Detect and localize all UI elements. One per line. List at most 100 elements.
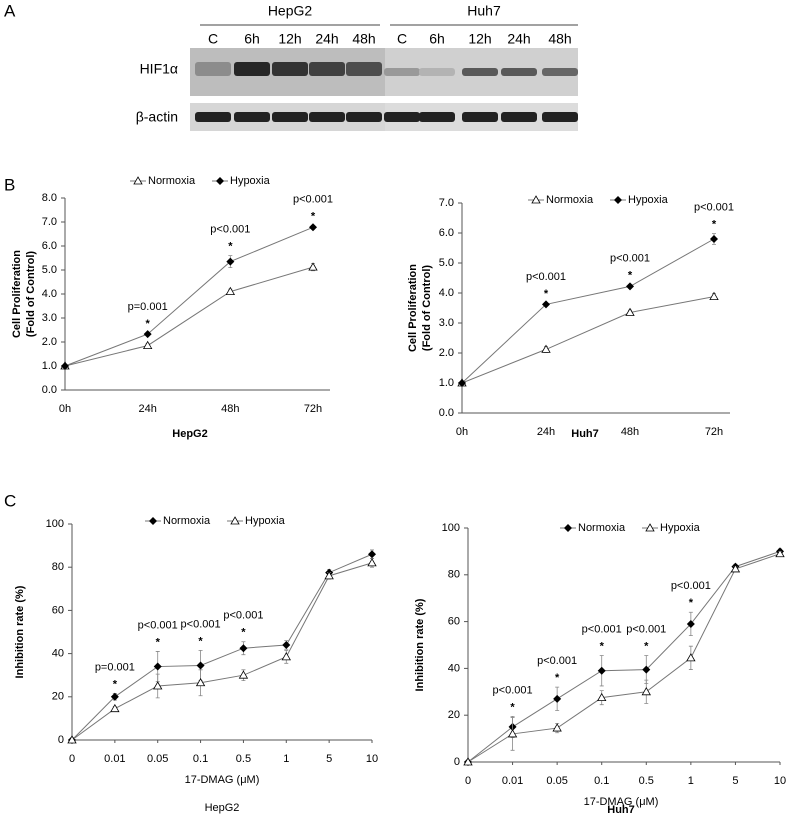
data-point — [110, 692, 119, 701]
legend-label: Normoxia — [546, 194, 594, 206]
x-axis-title: Huh7 — [571, 428, 599, 440]
x-tick-label: 24h — [138, 403, 156, 415]
legend-label: Hypoxia — [660, 522, 701, 534]
y-tick-label: 2.0 — [42, 336, 57, 348]
data-point — [324, 571, 334, 580]
p-value: p<0.001 — [210, 224, 250, 236]
y-tick-label: 3.0 — [439, 317, 454, 329]
actin-band — [272, 112, 308, 122]
data-point — [282, 640, 291, 649]
data-point — [143, 330, 152, 339]
significance-star: * — [644, 640, 649, 652]
data-point — [239, 644, 248, 653]
x-tick-label: 0.01 — [502, 775, 523, 787]
y-tick-label: 0.0 — [439, 407, 454, 419]
row-label: HIF1α — [140, 61, 178, 77]
y-tick-label: 20 — [52, 691, 64, 703]
data-point — [110, 703, 120, 713]
p-value: p=0.001 — [128, 301, 168, 313]
hif-band — [462, 68, 498, 76]
lane-label: 48h — [548, 31, 571, 47]
data-point — [238, 670, 249, 679]
data-point — [552, 723, 562, 732]
actin-band — [542, 112, 578, 122]
legend-label: Normoxia — [163, 515, 211, 527]
p-value: p<0.001 — [493, 684, 533, 696]
y-axis-title-line: (Fold of Control) — [25, 251, 37, 337]
panel-label: A — [4, 1, 16, 20]
x-tick-label: 0.05 — [147, 753, 168, 765]
legend-marker — [216, 177, 224, 185]
data-point — [196, 661, 205, 670]
y-tick-label: 0 — [454, 756, 460, 768]
x-tick-label: 5 — [326, 753, 332, 765]
x-axis-title: 17-DMAG (μM) — [584, 796, 659, 808]
legend-label: Hypoxia — [628, 194, 669, 206]
legend-marker — [133, 176, 143, 185]
y-tick-label: 100 — [442, 522, 460, 534]
legend-marker — [531, 195, 541, 204]
caption: HepG2 — [205, 802, 240, 814]
x-tick-label: 0.1 — [193, 753, 208, 765]
x-tick-label: 0.5 — [639, 775, 654, 787]
x-tick-label: 0 — [69, 753, 75, 765]
x-axis-title: 17-DMAG (μM) — [185, 774, 260, 786]
hif-band — [195, 62, 231, 76]
x-tick-label: 0.1 — [594, 775, 609, 787]
data-point — [195, 677, 206, 687]
y-tick-label: 3.0 — [42, 312, 57, 324]
hif-band — [542, 68, 578, 76]
legend-marker — [614, 196, 622, 204]
legend-label: Hypoxia — [230, 175, 271, 187]
data-point — [597, 692, 607, 702]
significance-star: * — [311, 210, 316, 222]
y-tick-label: 6.0 — [439, 227, 454, 239]
caption: Huh7 — [607, 804, 635, 816]
data-point — [367, 558, 377, 567]
data-point — [61, 362, 69, 370]
cell-line-label: Huh7 — [467, 3, 501, 19]
y-tick-label: 4.0 — [42, 288, 57, 300]
data-point — [463, 757, 473, 766]
y-axis-title: Inhibition rate (%) — [414, 598, 426, 691]
actin-band — [346, 112, 382, 122]
y-tick-label: 4.0 — [439, 287, 454, 299]
data-point — [225, 286, 236, 295]
significance-star: * — [544, 288, 549, 300]
legend-label: Normoxia — [578, 522, 626, 534]
data-point — [625, 307, 635, 316]
p-value: p<0.001 — [138, 619, 178, 631]
p-value: p<0.001 — [223, 610, 263, 622]
y-axis-title-line: Cell Proliferation — [11, 250, 23, 338]
data-point — [541, 344, 551, 353]
lane-label: 6h — [244, 31, 260, 47]
y-tick-label: 80 — [52, 561, 64, 573]
legend-label: Normoxia — [148, 175, 196, 187]
actin-band — [195, 112, 231, 122]
hif-band — [346, 62, 382, 76]
x-tick-label: 5 — [732, 775, 738, 787]
y-tick-label: 6.0 — [42, 240, 57, 252]
data-point — [153, 662, 162, 671]
significance-star: * — [712, 219, 717, 231]
legend-label: Hypoxia — [245, 515, 286, 527]
series-line — [64, 266, 314, 367]
x-tick-label: 10 — [774, 775, 786, 787]
x-tick-label: 0h — [456, 426, 468, 438]
hif-band — [419, 68, 455, 76]
data-point — [67, 735, 77, 744]
y-tick-label: 100 — [46, 518, 64, 530]
p-value: p<0.001 — [293, 193, 333, 205]
y-axis-title-line: Cell Proliferation — [407, 264, 419, 352]
y-tick-label: 60 — [448, 616, 460, 628]
y-tick-label: 5.0 — [42, 264, 57, 276]
x-tick-label: 72h — [304, 403, 322, 415]
series-line — [461, 238, 715, 384]
y-tick-label: 1.0 — [42, 360, 57, 372]
x-tick-label: 48h — [221, 403, 239, 415]
hif-band — [234, 62, 270, 76]
significance-star: * — [241, 627, 246, 639]
y-tick-label: 5.0 — [439, 257, 454, 269]
legend-marker — [564, 524, 572, 532]
